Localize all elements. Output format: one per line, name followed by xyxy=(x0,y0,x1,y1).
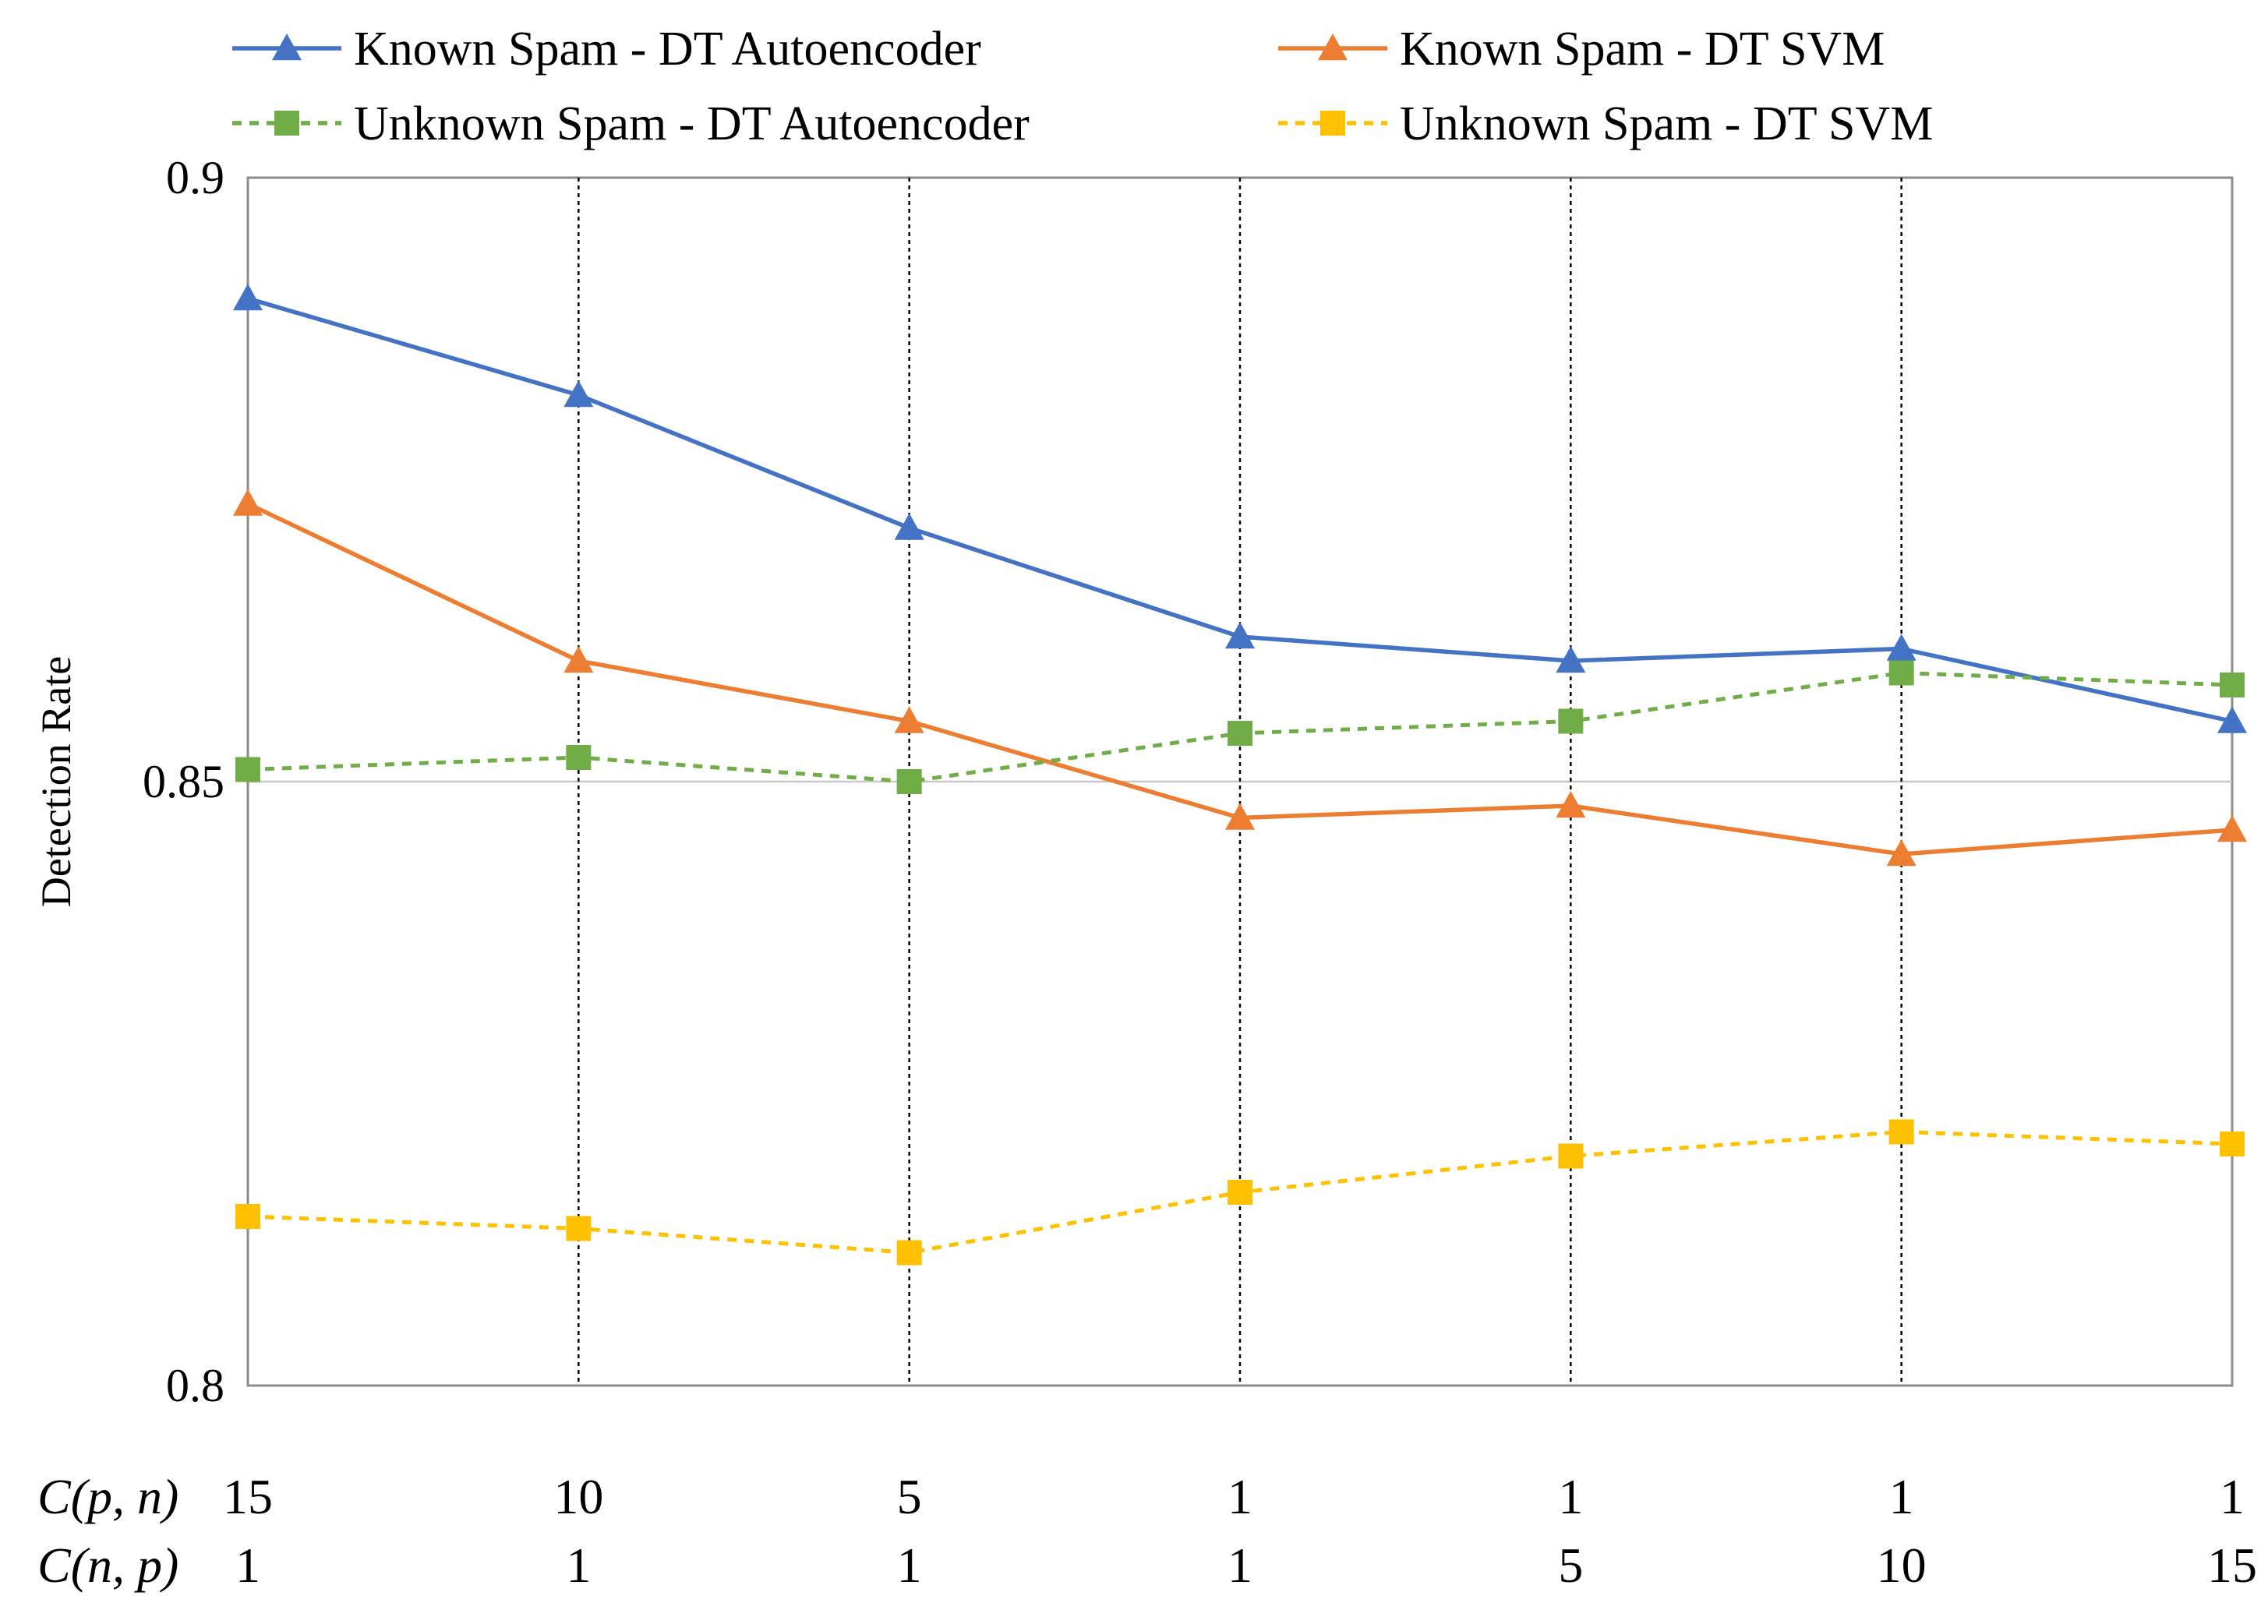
data-point xyxy=(1886,839,1916,867)
category-row-label: C(n, p) xyxy=(37,1538,178,1593)
data-point xyxy=(1888,1119,1914,1145)
data-point xyxy=(235,757,260,782)
legend-entry: Unknown Spam - DT SVM xyxy=(1278,97,1933,150)
category-tick-label: 15 xyxy=(2207,1538,2257,1593)
data-point xyxy=(1888,660,1914,686)
legend-marker xyxy=(1320,111,1345,136)
data-point xyxy=(1225,622,1255,649)
category-tick-label: 1 xyxy=(566,1538,591,1593)
data-point xyxy=(563,380,594,408)
data-point xyxy=(1556,646,1586,673)
legend-marker xyxy=(272,34,302,61)
data-point xyxy=(2220,673,2245,697)
data-point xyxy=(566,1216,592,1241)
category-tick-label: 1 xyxy=(897,1538,922,1593)
category-tick-label: 1 xyxy=(1228,1538,1252,1593)
y-tick-label: 0.85 xyxy=(143,756,224,807)
data-point xyxy=(563,646,594,673)
x-axis-categories: C(p, n) 15 10 5 1 1 1 1C(n, p) 1 1 1 1 5 10 15 xyxy=(37,1469,2257,1593)
data-point xyxy=(894,513,924,540)
category-tick-label: 15 xyxy=(223,1469,273,1524)
data-point xyxy=(1558,708,1584,734)
legend-label: Unknown Spam - DT Autoencoder xyxy=(354,97,1030,150)
legend-label: Unknown Spam - DT SVM xyxy=(1400,97,1933,150)
category-tick-label: 1 xyxy=(1889,1469,1914,1524)
data-point xyxy=(233,489,263,516)
category-tick-label: 10 xyxy=(1877,1538,1927,1593)
data-point xyxy=(1558,1143,1584,1169)
data-point xyxy=(1225,803,1255,830)
category-tick-label: 5 xyxy=(1558,1538,1583,1593)
series-3 xyxy=(235,660,2245,794)
legend: Known Spam - DT Autoencoder Known Spam - … xyxy=(232,23,1933,150)
data-point xyxy=(1886,634,1916,661)
y-tick-label: 0.8 xyxy=(166,1360,224,1411)
y-tick-label: 0.9 xyxy=(166,152,224,203)
category-tick-label: 10 xyxy=(553,1469,603,1524)
data-point xyxy=(2217,706,2247,733)
legend-label: Known Spam - DT Autoencoder xyxy=(354,23,981,76)
category-tick-label: 5 xyxy=(897,1469,922,1524)
data-point xyxy=(1556,791,1586,818)
legend-entry: Known Spam - DT SVM xyxy=(1278,23,1885,76)
category-tick-label: 1 xyxy=(1228,1469,1252,1524)
y-axis-ticks: 0.8 0.85 0.9 xyxy=(143,152,224,1411)
data-point xyxy=(2220,1132,2245,1156)
legend-label: Known Spam - DT SVM xyxy=(1400,23,1885,76)
data-point xyxy=(894,706,924,733)
legend-entry: Known Spam - DT Autoencoder xyxy=(232,23,981,76)
series-4 xyxy=(235,1119,2245,1266)
data-point xyxy=(1228,721,1252,746)
legend-marker xyxy=(1318,34,1348,61)
series-layer xyxy=(233,284,2247,1266)
series-1 xyxy=(233,284,2247,733)
data-point xyxy=(2217,815,2247,842)
legend-marker xyxy=(274,111,299,136)
data-point xyxy=(235,1204,260,1229)
data-point xyxy=(566,745,592,770)
data-point xyxy=(1228,1180,1252,1205)
data-point xyxy=(896,769,922,794)
data-point xyxy=(896,1240,922,1266)
category-tick-label: 1 xyxy=(235,1538,260,1593)
data-point xyxy=(233,284,263,311)
series-2 xyxy=(233,489,2247,867)
category-tick-label: 1 xyxy=(1558,1469,1583,1524)
y-axis-label: Detection Rate xyxy=(33,656,79,907)
category-row-label: C(p, n) xyxy=(37,1469,178,1524)
legend-entry: Unknown Spam - DT Autoencoder xyxy=(232,97,1030,150)
category-tick-label: 1 xyxy=(2220,1469,2245,1524)
series-line xyxy=(247,296,2233,724)
